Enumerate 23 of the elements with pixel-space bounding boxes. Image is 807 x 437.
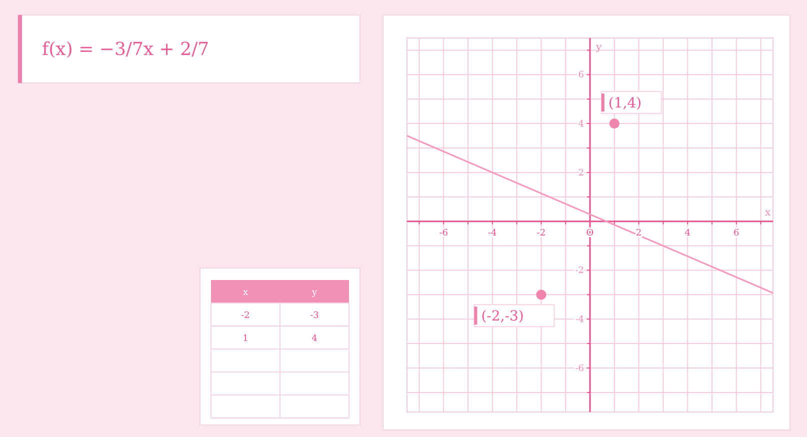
y-tick-label: -2: [575, 266, 584, 276]
text: 4: [312, 334, 318, 344]
annotation: (1,4): [608, 96, 642, 112]
x-tick-label: 4: [684, 228, 691, 238]
y-tick-label: 2: [578, 168, 584, 178]
x-tick-label: -4: [488, 228, 498, 238]
annotation: (-2,-3): [481, 308, 524, 325]
y-tick-label: 4: [578, 120, 584, 130]
y-tick-label: -4: [575, 315, 584, 326]
x-tick-label: 6: [734, 228, 740, 238]
text: x: [242, 288, 248, 298]
y-tick-label: 6: [578, 70, 584, 81]
y-axis-title: y: [595, 42, 602, 53]
x-tick-label: -6: [439, 228, 448, 238]
text: 1: [242, 334, 248, 344]
text: -3: [310, 311, 320, 321]
x-tick-label: -2: [536, 228, 546, 238]
x-axis-title: x: [765, 207, 771, 218]
text: y: [310, 288, 318, 298]
text: -2: [241, 311, 250, 321]
x-tick-label: 2: [636, 228, 642, 238]
text: f(x) = −3/7x + 2/7: [42, 39, 210, 60]
y-tick-label: -6: [575, 364, 584, 374]
